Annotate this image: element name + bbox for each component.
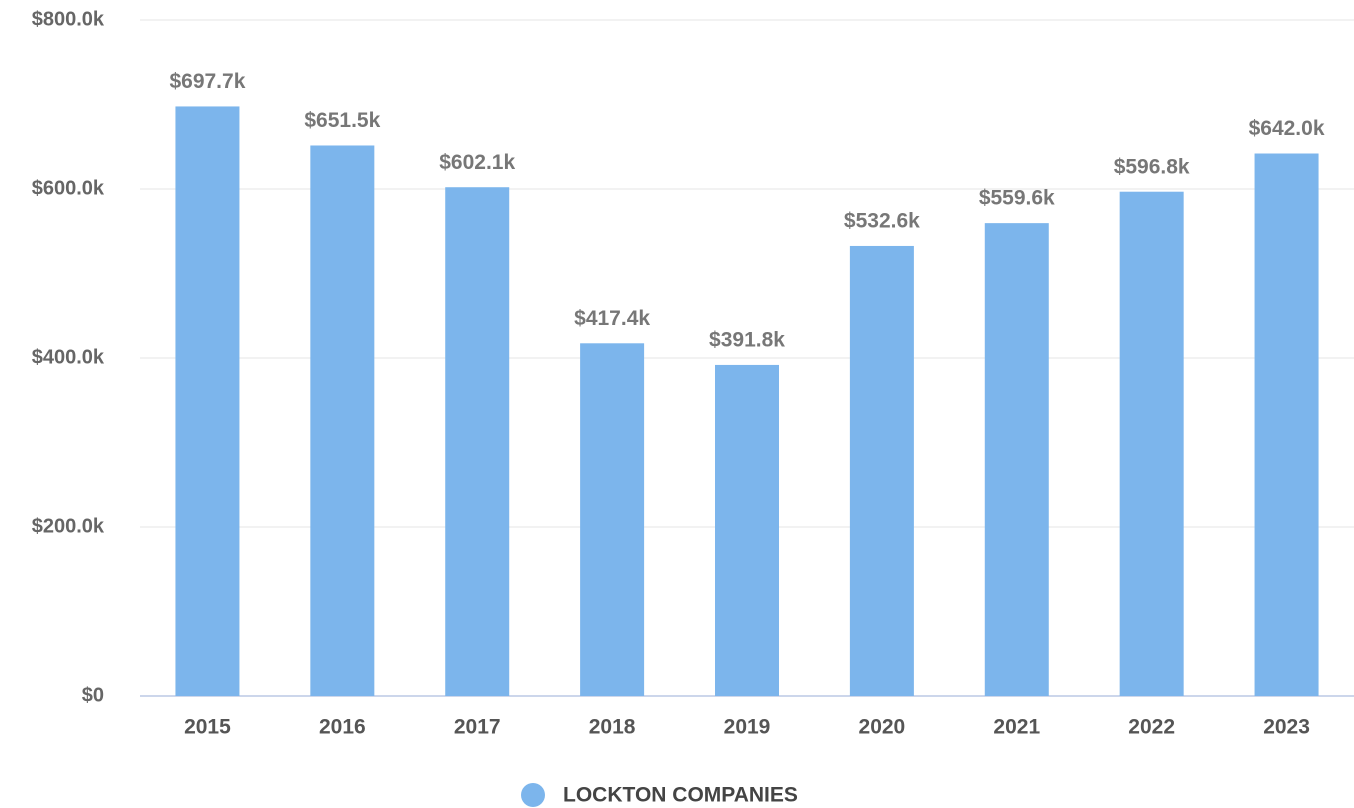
- bar: [1254, 153, 1319, 696]
- y-tick-label: $800.0k: [32, 8, 105, 30]
- x-tick-label: 2017: [454, 716, 501, 739]
- data-label: $697.7k: [169, 70, 245, 93]
- bar: [1119, 191, 1184, 697]
- data-label: $417.4k: [574, 307, 650, 330]
- data-label: $651.5k: [304, 109, 380, 132]
- bar: [984, 223, 1049, 696]
- bar: [580, 343, 645, 696]
- bar: [175, 106, 240, 697]
- x-tick-label: 2018: [589, 716, 636, 739]
- x-tick-label: 2015: [184, 716, 231, 739]
- data-label: $532.6k: [844, 209, 920, 232]
- data-label: $391.8k: [709, 328, 785, 351]
- data-label: $559.6k: [979, 187, 1055, 210]
- bar: [310, 145, 375, 697]
- bar: [715, 364, 779, 696]
- legend-marker: [521, 783, 545, 807]
- y-tick-label: $0: [82, 684, 104, 706]
- x-tick-label: 2022: [1128, 716, 1175, 739]
- x-tick-label: 2021: [993, 716, 1040, 739]
- bar: [849, 245, 914, 696]
- x-tick-label: 2020: [859, 716, 906, 739]
- y-tick-label: $600.0k: [32, 177, 105, 199]
- x-tick-label: 2019: [724, 716, 771, 739]
- x-tick-label: 2023: [1263, 716, 1310, 739]
- data-label: $596.8k: [1114, 155, 1190, 178]
- legend-label: LOCKTON COMPANIES: [563, 784, 798, 807]
- bar: [445, 187, 510, 696]
- data-label: $602.1k: [439, 151, 515, 174]
- data-label: $642.0k: [1249, 117, 1325, 140]
- y-tick-label: $400.0k: [32, 346, 105, 368]
- x-tick-label: 2016: [319, 716, 366, 739]
- y-tick-label: $200.0k: [32, 515, 105, 537]
